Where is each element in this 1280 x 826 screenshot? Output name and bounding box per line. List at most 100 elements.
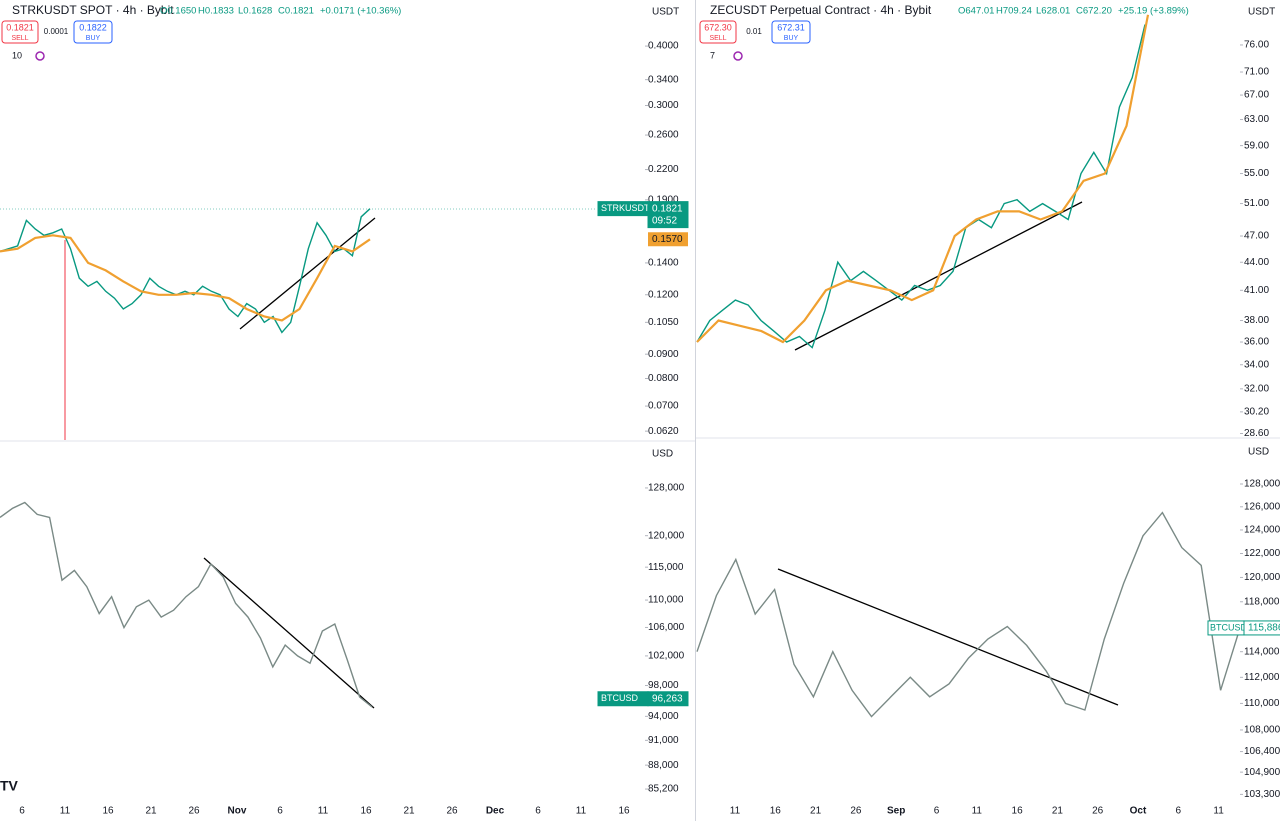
- y-tick-label: 112,000: [1244, 672, 1280, 683]
- y-tick-label: 110,000: [1244, 698, 1280, 709]
- y-tick-label: 28.60: [1244, 428, 1269, 439]
- x-tick-label: Sep: [887, 806, 905, 817]
- y-tick-label: 104,900: [1244, 767, 1280, 778]
- y-tick-label: 108,000: [1244, 725, 1280, 736]
- y-tick-label: 0.0620: [648, 426, 679, 437]
- y-tick-label: 0.1050: [648, 317, 679, 328]
- ohlc: H0.1833: [198, 6, 234, 17]
- x-tick-label: Dec: [486, 806, 505, 817]
- trend-line: [777, 568, 1119, 706]
- spread: 0.0001: [44, 27, 69, 36]
- y-tick-label: 114,000: [1244, 646, 1280, 657]
- x-tick-label: 6: [1176, 806, 1182, 817]
- price-tag-label: 115,886: [1248, 623, 1280, 634]
- ohlc: +25.19 (+3.89%): [1118, 6, 1189, 17]
- y-tick-label: 32.00: [1244, 383, 1269, 394]
- y-tick-label: 47.00: [1244, 231, 1269, 242]
- buy-button[interactable]: [771, 20, 811, 44]
- sell-label: SELL: [709, 35, 726, 42]
- price-tag-label: 0.1821: [652, 203, 683, 214]
- y-tick-label: 76.00: [1244, 40, 1269, 51]
- x-tick-label: 11: [318, 806, 329, 817]
- x-tick-label: 11: [576, 806, 587, 817]
- x-tick-label: Oct: [1130, 806, 1147, 817]
- x-tick-label: 16: [102, 806, 114, 817]
- buy-label: BUY: [784, 35, 799, 42]
- y-tick-label: 51.00: [1244, 198, 1269, 209]
- x-tick-label: Nov: [228, 806, 247, 817]
- y-tick-label: 30.20: [1244, 407, 1269, 418]
- x-tick-label: 26: [446, 806, 458, 817]
- sell-button[interactable]: [699, 20, 737, 44]
- ma-tag: [648, 232, 688, 247]
- y-tick-label: 0.0900: [648, 349, 679, 360]
- sell-button[interactable]: [1, 20, 39, 44]
- ohlc: C0.1821: [278, 6, 314, 17]
- y-tick-label: 71.00: [1244, 67, 1269, 78]
- symbol-tag: STRKUSDT: [601, 203, 650, 213]
- currency[interactable]: USDT: [652, 7, 679, 18]
- y-tick-label: 0.1400: [648, 258, 679, 269]
- x-tick-label: 6: [934, 806, 940, 817]
- y-tick-label: 124,000: [1244, 525, 1280, 536]
- price-line: [0, 501, 373, 708]
- x-tick-label: 21: [145, 806, 157, 817]
- y-tick-label: 0.3400: [648, 74, 679, 85]
- x-tick-label: 6: [19, 806, 25, 817]
- ma-tag-label: 0.1570: [652, 234, 683, 245]
- buy-price: 0.1822: [79, 22, 107, 32]
- currency[interactable]: USDT: [1248, 7, 1275, 18]
- y-tick-label: 110,000: [648, 595, 684, 606]
- sell-label: SELL: [11, 35, 28, 42]
- y-tick-label: 94,000: [648, 711, 679, 722]
- currency[interactable]: USD: [652, 449, 673, 460]
- y-tick-label: 0.2600: [648, 130, 679, 141]
- moving-average: [0, 234, 371, 322]
- y-tick-label: 0.0800: [648, 373, 679, 384]
- price-line: [0, 208, 371, 334]
- x-tick-label: 21: [1052, 806, 1064, 817]
- ohlc: C672.20: [1076, 6, 1112, 17]
- y-tick-label: 0.1200: [648, 289, 679, 300]
- y-tick-label: 59.00: [1244, 140, 1269, 151]
- sell-price: 672.30: [704, 22, 732, 32]
- indicator-icon[interactable]: [35, 51, 45, 61]
- sell-price: 0.1821: [6, 22, 34, 32]
- y-tick-label: 34.00: [1244, 359, 1269, 370]
- x-tick-label: 16: [770, 806, 782, 817]
- y-tick-label: 106,400: [1244, 746, 1280, 757]
- ohlc: L0.1628: [238, 6, 272, 17]
- ohlc: +0.0171 (+10.36%): [320, 6, 401, 17]
- currency[interactable]: USD: [1248, 447, 1269, 458]
- buy-button[interactable]: [73, 20, 113, 44]
- x-tick-label: 26: [850, 806, 862, 817]
- indicator-count[interactable]: 7: [710, 50, 715, 60]
- y-tick-label: 106,000: [648, 622, 685, 633]
- symbol: STRKUSDT SPOT · 4h · Bybit: [12, 3, 174, 17]
- x-tick-label: 16: [1012, 806, 1024, 817]
- symbol-tag: BTCUSD: [1210, 622, 1248, 632]
- price-tag: [647, 691, 689, 707]
- y-tick-label: 85,200: [648, 784, 679, 795]
- price-tag: [1243, 620, 1280, 636]
- y-tick-label: 41.00: [1244, 285, 1269, 296]
- buy-price: 672.31: [777, 22, 805, 32]
- indicator-icon[interactable]: [733, 51, 743, 61]
- countdown: 09:52: [652, 215, 677, 226]
- y-tick-label: 102,000: [648, 651, 685, 662]
- y-tick-label: 120,000: [648, 530, 685, 541]
- trend-line: [239, 217, 376, 330]
- y-tick-label: 67.00: [1244, 90, 1269, 101]
- indicator-count[interactable]: 10: [12, 50, 22, 60]
- ohlc: L628.01: [1036, 6, 1070, 17]
- x-tick-label: 11: [972, 806, 983, 817]
- y-tick-label: 44.00: [1244, 257, 1269, 268]
- buy-label: BUY: [86, 35, 101, 42]
- x-tick-label: 26: [1092, 806, 1104, 817]
- x-tick-label: 6: [535, 806, 541, 817]
- y-tick-label: 128,000: [648, 483, 685, 494]
- price-tag: [647, 201, 689, 229]
- symbol-tag: BTCUSD: [601, 693, 639, 703]
- ohlc: O647.01: [958, 6, 994, 17]
